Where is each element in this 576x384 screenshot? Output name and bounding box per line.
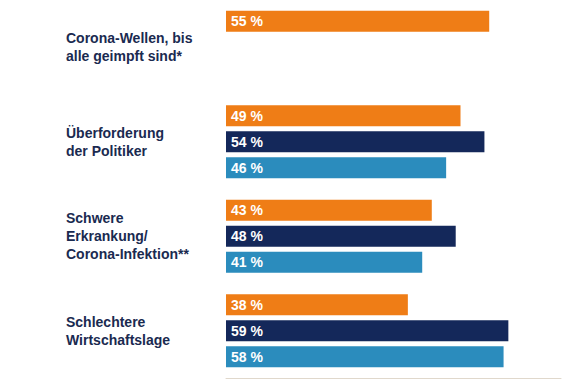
svg-text:55 %: 55 %	[231, 13, 263, 29]
svg-text:49 %: 49 %	[231, 108, 263, 124]
svg-text:43 %: 43 %	[231, 202, 263, 218]
svg-text:Überforderung: Überforderung	[66, 125, 164, 141]
svg-text:Schlechtere: Schlechtere	[66, 314, 146, 330]
svg-text:Wirtschaftslage: Wirtschaftslage	[66, 332, 170, 348]
svg-text:46 %: 46 %	[231, 160, 263, 176]
svg-text:der Politiker: der Politiker	[66, 143, 147, 159]
svg-text:54 %: 54 %	[231, 134, 263, 150]
svg-text:58 %: 58 %	[231, 349, 263, 365]
svg-text:Erkrankung/: Erkrankung/	[66, 228, 148, 244]
svg-text:38 %: 38 %	[231, 297, 263, 313]
svg-text:48 %: 48 %	[231, 228, 263, 244]
svg-text:59 %: 59 %	[231, 323, 263, 339]
svg-text:41 %: 41 %	[231, 254, 263, 270]
svg-text:Schwere: Schwere	[66, 210, 124, 226]
svg-text:Corona-Infektion**: Corona-Infektion**	[66, 246, 189, 262]
svg-text:alle geimpft sind*: alle geimpft sind*	[66, 48, 182, 64]
svg-text:Corona-Wellen, bis: Corona-Wellen, bis	[66, 30, 193, 46]
